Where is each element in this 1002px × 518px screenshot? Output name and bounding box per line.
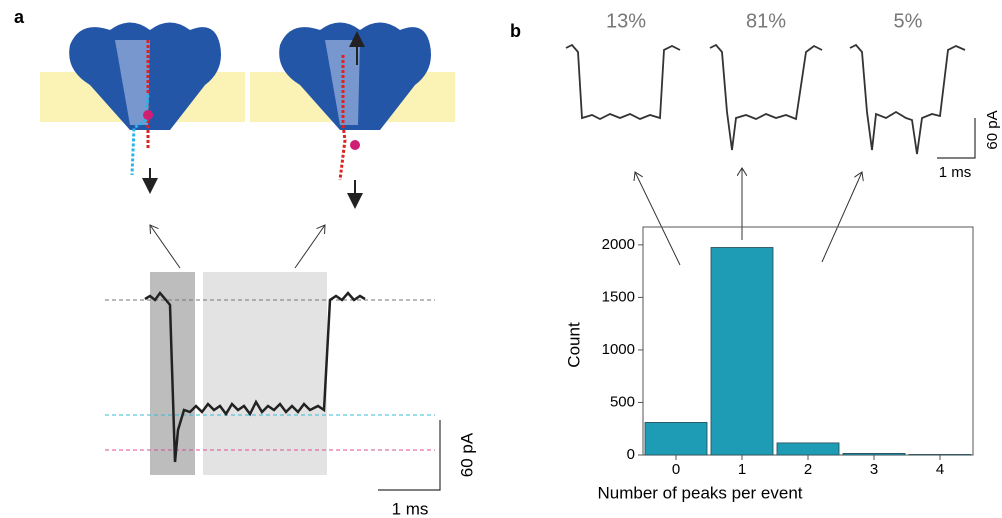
scale-label: 60 pA <box>457 432 476 477</box>
pore-illustration <box>40 22 245 194</box>
x-tick-label: 2 <box>804 461 812 478</box>
bar <box>776 442 840 456</box>
fraction-label: 13% <box>606 10 646 32</box>
bar <box>710 247 774 456</box>
scale-label: 1 ms <box>392 499 429 518</box>
y-axis-label: Count <box>564 322 583 368</box>
y-tick-label: 1500 <box>602 288 635 305</box>
y-tick-label: 500 <box>610 393 635 410</box>
panel-label: b <box>510 21 521 41</box>
panel-label: a <box>14 7 25 27</box>
bar <box>644 422 708 456</box>
x-tick-label: 3 <box>870 461 878 478</box>
y-tick-label: 0 <box>627 446 635 463</box>
y-tick-label: 2000 <box>602 236 635 253</box>
x-tick-label: 4 <box>936 461 944 478</box>
x-tick-label: 1 <box>738 461 746 478</box>
pore-illustration <box>250 22 455 209</box>
fraction-label: 81% <box>746 10 786 32</box>
bar <box>908 454 972 456</box>
plot-frame <box>642 226 974 456</box>
fraction-label: 5% <box>894 10 923 32</box>
current-trace <box>105 272 441 491</box>
y-tick-label: 1000 <box>602 341 635 358</box>
scale-label: 60 pA <box>984 110 1001 149</box>
bar <box>842 453 906 456</box>
example-traces <box>565 43 976 159</box>
x-axis-label: Number of peaks per event <box>597 483 802 502</box>
scale-label: 1 ms <box>939 164 972 181</box>
x-tick-label: 0 <box>672 461 680 478</box>
